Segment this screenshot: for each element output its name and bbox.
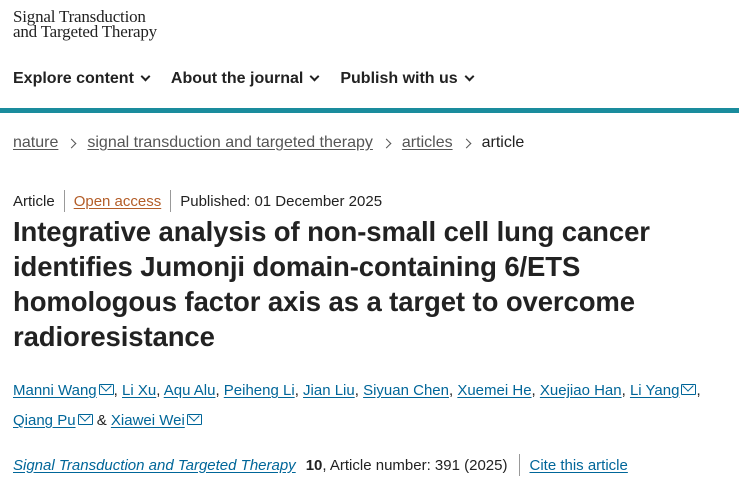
header-accent-bar [0,108,739,113]
chevron-down-icon [309,71,320,82]
article-type: Article [13,192,55,210]
breadcrumb-current: article [481,134,525,151]
breadcrumb-journal[interactable]: signal transduction and targeted therapy [87,134,373,151]
author-link[interactable]: Xiawei Wei [110,412,185,429]
author-list: Manni Wang, Li Xu, Aqu Alu, Peiheng Li, … [13,382,701,429]
nav-about-journal[interactable]: About the journal [170,70,320,88]
journal-logo[interactable]: Signal Transduction and Targeted Therapy [13,7,157,41]
mail-icon[interactable] [681,384,697,395]
journal-link[interactable]: Signal Transduction and Targeted Therapy [13,456,296,474]
author-link[interactable]: Aqu Alu [163,382,216,399]
mail-icon[interactable] [98,384,114,395]
nav-publish-with-us[interactable]: Publish with us [340,70,475,88]
author-link[interactable]: Li Yang [629,382,680,399]
breadcrumb-nature[interactable]: nature [13,134,59,151]
published-date: Published: 01 December 2025 [180,192,383,210]
article-number: , Article number: 391 (2025) [322,456,508,474]
logo-line-1: Signal Transduction [13,7,146,26]
author-link[interactable]: Qiang Pu [13,412,76,429]
author-link[interactable]: Manni Wang [13,382,97,399]
article-meta: Article Open access Published: 01 Decemb… [13,190,382,212]
chevron-down-icon [140,71,151,82]
chevron-down-icon [464,71,475,82]
nav-explore-content-label: Explore content [13,70,134,87]
open-access-link[interactable]: Open access [73,192,162,210]
mail-icon[interactable] [186,414,202,425]
chevron-right-icon [66,138,77,148]
meta-divider [63,190,65,212]
citation-line: Signal Transduction and Targeted Therapy… [13,454,628,476]
author-link[interactable]: Jian Liu [303,382,355,399]
meta-divider [170,190,172,212]
logo-line-2: and Targeted Therapy [13,22,157,41]
author-link[interactable]: Siyuan Chen [363,382,449,399]
article-title: Integrative analysis of non-small cell l… [13,216,650,352]
nav-explore-content[interactable]: Explore content [13,70,151,88]
main-nav: Explore content About the journal Publis… [13,70,475,88]
author-link[interactable]: Peiheng Li [223,382,295,399]
cite-this-article-link[interactable]: Cite this article [529,456,628,474]
chevron-right-icon [381,138,392,148]
volume-number: 10 [305,456,323,474]
mail-icon[interactable] [77,414,93,425]
nav-about-journal-label: About the journal [170,70,304,87]
breadcrumb-articles[interactable]: articles [401,134,453,151]
citation-divider [519,454,521,476]
author-link[interactable]: Li Xu [122,382,157,399]
author-link[interactable]: Xuejiao Han [539,382,622,399]
author-link[interactable]: Xuemei He [457,382,532,399]
chevron-right-icon [461,138,472,148]
breadcrumb: nature signal transduction and targeted … [13,134,524,152]
nav-publish-with-us-label: Publish with us [340,70,458,87]
